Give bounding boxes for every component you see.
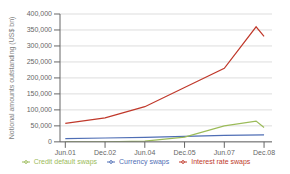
svg-text:Jun.01: Jun.01 xyxy=(55,149,76,156)
svg-text:Dec.08: Dec.08 xyxy=(253,149,275,156)
svg-text:Notional amounts outstanding (: Notional amounts outstanding (US$ bn) xyxy=(8,17,16,140)
svg-text:300,000: 300,000 xyxy=(27,42,52,49)
svg-text:Dec.05: Dec.05 xyxy=(173,149,195,156)
svg-text:150,000: 150,000 xyxy=(27,90,52,97)
svg-text:50,000: 50,000 xyxy=(31,122,53,129)
svg-text:400,000: 400,000 xyxy=(27,10,52,17)
html-text:Interest rate swaps: Interest rate swaps xyxy=(191,157,251,165)
svg-text:100,000: 100,000 xyxy=(27,106,52,113)
html-text:Currency swaps: Currency swaps xyxy=(119,157,170,165)
svg-text:Dec.02: Dec.02 xyxy=(94,149,116,156)
svg-text:250,000: 250,000 xyxy=(27,58,52,65)
svg-text:0: 0 xyxy=(48,138,52,145)
svg-text:350,000: 350,000 xyxy=(27,26,52,33)
svg-text:200,000: 200,000 xyxy=(27,74,52,81)
svg-text:Jun.07: Jun.07 xyxy=(214,149,235,156)
html-text:Credit default swaps: Credit default swaps xyxy=(33,157,97,165)
svg-text:Jun.04: Jun.04 xyxy=(134,149,155,156)
